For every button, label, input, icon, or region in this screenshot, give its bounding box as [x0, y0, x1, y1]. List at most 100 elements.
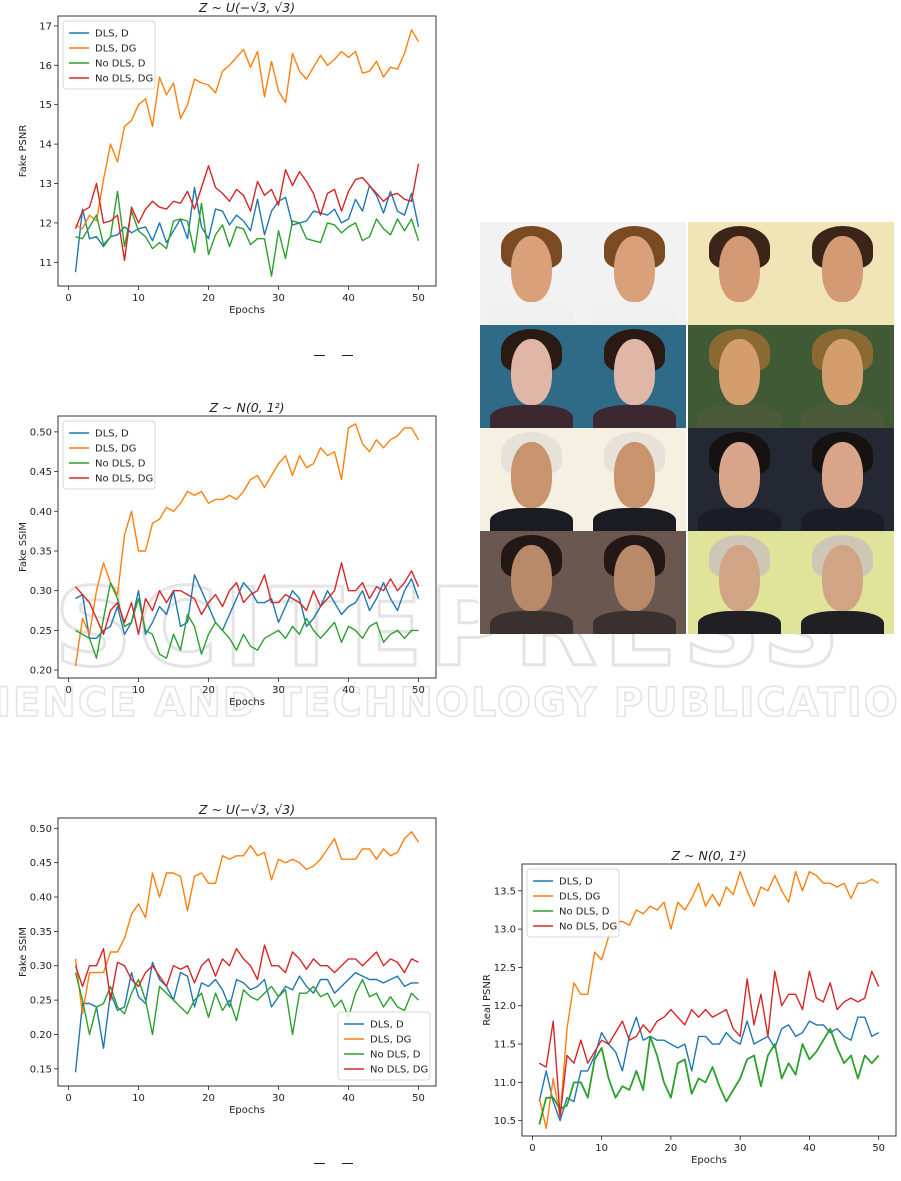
face-image-original: [688, 428, 791, 531]
y-tick-label: 0.30: [30, 961, 52, 972]
series-line: [75, 581, 419, 659]
x-tick-label: 10: [132, 293, 145, 304]
y-tick-label: 11.0: [494, 1078, 516, 1089]
series-line: [75, 190, 420, 277]
x-tick-label: 20: [665, 1143, 678, 1154]
x-tick-label: 50: [872, 1143, 885, 1154]
legend-label: DLS, D: [559, 877, 593, 888]
x-axis-label: Epochs: [229, 1105, 265, 1116]
legend-label: No DLS, DG: [95, 74, 153, 85]
legend-label: DLS, DG: [370, 1035, 411, 1046]
series-line: [538, 970, 880, 1118]
legend-label: DLS, DG: [95, 444, 136, 455]
face-image-generated: [791, 222, 894, 325]
y-tick-label: 0.25: [30, 626, 52, 637]
x-tick-label: 10: [132, 1093, 145, 1104]
x-tick-label: 20: [202, 1093, 215, 1104]
y-tick-label: 13: [39, 179, 52, 190]
legend-label: DLS, DG: [95, 44, 136, 55]
chart-fake-psnr-uniform: Z ~ U(−√3, √3) 0 10 20 30 40 50 11 12 13 14 15 16 17 E…: [0, 0, 440, 330]
series-line: [538, 1027, 880, 1125]
series-line: [75, 29, 420, 230]
face-image-original: [480, 325, 583, 428]
face-image-generated: [791, 325, 894, 428]
chart-fake-ssim-normal: Z ~ N(0, 1²) 0 10 20 30 40 50 0.20 0.25 0.30 0.35 0…: [0, 398, 440, 720]
face-image-original: [480, 531, 583, 634]
face-pair: [686, 428, 894, 531]
series-line: [538, 1016, 880, 1122]
face-image-generated: [791, 428, 894, 531]
y-tick-label: 11: [39, 258, 52, 269]
legend: DLS, D DLS, DG No DLS, D No DLS, DG: [526, 868, 620, 938]
x-tick-label: 20: [202, 685, 215, 696]
series-line: [74, 944, 419, 1001]
legend-label: No DLS, D: [559, 907, 610, 918]
chart-title: Z ~ U(−√3, √3): [198, 802, 295, 817]
y-tick-label: 0.20: [30, 1030, 52, 1041]
y-tick-label: 10.5: [494, 1116, 516, 1127]
x-tick-label: 0: [65, 685, 71, 696]
y-tick-label: 0.45: [30, 467, 52, 478]
y-tick-label: 0.30: [30, 586, 52, 597]
face-pair: [478, 428, 686, 531]
y-axis-label: Fake SSIM: [18, 927, 29, 977]
face-image-generated: [583, 428, 686, 531]
plot-frame: [57, 817, 437, 1087]
plot-frame: [521, 863, 897, 1137]
x-tick-label: 40: [342, 1093, 355, 1104]
y-axis-label: Fake PSNR: [18, 125, 29, 178]
y-tick-label: 12: [39, 218, 52, 229]
y-tick-label: 0.25: [30, 996, 52, 1007]
x-tick-label: 30: [272, 685, 285, 696]
x-tick-label: 10: [595, 1143, 608, 1154]
face-image-original: [688, 531, 791, 634]
chart-fake-ssim-uniform: Z ~ U(−√3, √3) 0 10 20 30 40 50 0.15 0.20 0.25 0.3…: [0, 800, 440, 1125]
legend-label: DLS, DG: [559, 892, 600, 903]
x-tick-label: 0: [65, 1093, 71, 1104]
face-image-original: [480, 222, 583, 325]
series-line: [74, 972, 419, 1036]
dash-mark: [314, 355, 325, 356]
chart-real-psnr-normal: Z ~ N(0, 1²) 0 10 20 30 40 50 10.5 11.0 11.5 12.0 1…: [464, 848, 901, 1180]
x-axis-label: Epochs: [229, 305, 265, 316]
y-tick-label: 0.50: [30, 824, 52, 835]
legend: DLS, D DLS, DG No DLS, D No DLS, DG: [62, 20, 156, 90]
dash-mark: [314, 1163, 325, 1164]
y-tick-label: 15: [39, 100, 52, 111]
series-line: [74, 831, 420, 1015]
face-image-generated: [583, 531, 686, 634]
face-image-generated: [583, 222, 686, 325]
x-tick-label: 30: [272, 293, 285, 304]
x-tick-label: 50: [412, 685, 425, 696]
legend-label: DLS, D: [95, 429, 129, 440]
y-tick-label: 0.40: [30, 507, 52, 518]
legend-label: DLS, D: [95, 29, 129, 40]
legend-label: No DLS, DG: [559, 922, 617, 933]
y-tick-label: 0.35: [30, 546, 52, 557]
face-pair: [478, 531, 686, 634]
y-tick-label: 0.20: [30, 666, 52, 677]
legend-label: No DLS, D: [95, 59, 146, 70]
y-tick-label: 16: [39, 61, 52, 72]
chart-title: Z ~ U(−√3, √3): [198, 0, 295, 15]
y-tick-label: 17: [39, 21, 52, 32]
series-line: [74, 184, 420, 273]
x-tick-label: 0: [65, 293, 71, 304]
face-image-original: [480, 428, 583, 531]
x-tick-label: 30: [272, 1093, 285, 1104]
face-pair: [686, 531, 894, 634]
face-image-original: [688, 222, 791, 325]
series-line: [538, 871, 880, 1129]
y-tick-label: 0.35: [30, 927, 52, 938]
legend-label: No DLS, D: [95, 459, 146, 470]
x-tick-label: 40: [342, 293, 355, 304]
y-tick-label: 13.5: [494, 886, 516, 897]
x-axis-label: Epochs: [229, 697, 265, 708]
face-image-original: [688, 325, 791, 428]
series-line: [74, 961, 419, 1073]
y-tick-label: 14: [39, 140, 52, 151]
y-tick-label: 12.0: [494, 1001, 516, 1012]
plot-frame: [57, 415, 437, 679]
dash-mark: [342, 1163, 353, 1164]
face-pairs-grid: [478, 222, 894, 634]
